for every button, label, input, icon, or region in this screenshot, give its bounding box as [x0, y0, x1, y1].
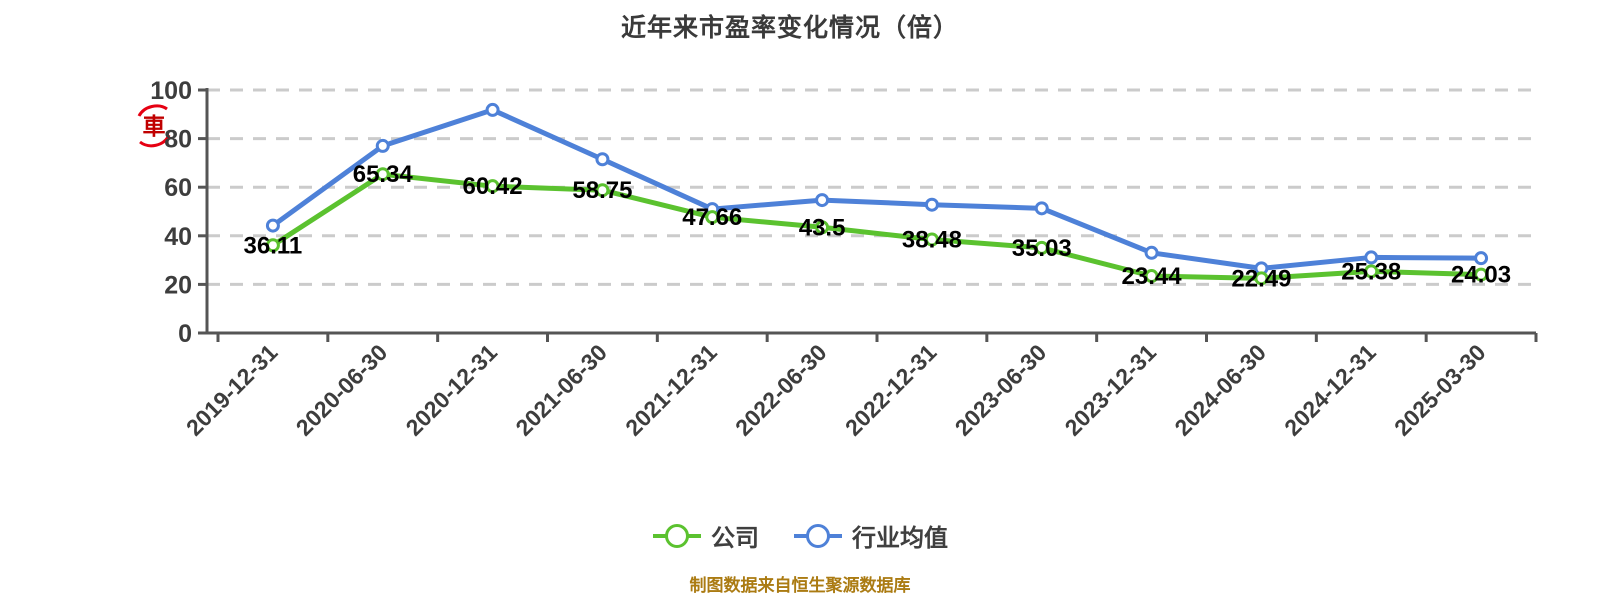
data-point-industry-average: [1364, 250, 1379, 265]
y-axis-label: 100: [150, 77, 192, 105]
data-point-label: 58.75: [572, 177, 632, 204]
data-point-industry-average: [1034, 201, 1049, 216]
data-point-label: 25.38: [1341, 258, 1401, 285]
legend-label-company: 公司: [711, 525, 759, 552]
series-line-industry-average: [270, 107, 1484, 271]
data-point-company: [265, 238, 280, 253]
data-point-company: [1034, 240, 1049, 255]
data-point-label: 38.48: [902, 226, 962, 253]
y-axis-label: 0: [178, 320, 192, 348]
x-axis-label: 2024-12-31: [1279, 339, 1381, 441]
legend-label-industry-average: 行业均值: [852, 525, 948, 552]
data-point-label: 36.11: [244, 232, 303, 259]
data-point-label: 35.03: [1012, 235, 1072, 262]
data-point-label: 60.42: [463, 173, 523, 200]
data-point-label: 23.44: [1122, 263, 1183, 290]
series-line-company: [270, 171, 1484, 281]
data-point-label: 47.66: [682, 204, 742, 231]
x-axis-label: 2021-12-31: [620, 339, 722, 441]
seal-top-arc: [137, 104, 168, 117]
data-point-industry-average: [375, 138, 390, 153]
data-point-label: 22.49: [1231, 265, 1291, 292]
legend-marker-industry-average-icon: [794, 523, 842, 548]
seal-bottom-arc: [139, 134, 171, 148]
data-point-industry-average: [1144, 245, 1159, 260]
data-point-company: [1254, 271, 1269, 286]
data-point-label: 24.03: [1451, 262, 1511, 289]
data-point-company: [815, 220, 830, 235]
data-point-industry-average: [485, 102, 500, 117]
x-axis-label: 2020-06-30: [291, 339, 393, 441]
chart-title: 近年来市盈率变化情况（倍）: [620, 14, 959, 42]
x-axis-label: 2022-12-31: [840, 339, 942, 441]
data-point-industry-average: [265, 218, 280, 233]
data-point-industry-average: [1474, 251, 1489, 266]
x-axis-label: 2023-12-31: [1060, 339, 1162, 441]
data-point-company: [1144, 269, 1159, 284]
red-seal-icon: 車: [136, 102, 172, 150]
x-axis-label: 2024-06-30: [1169, 339, 1271, 441]
x-axis-label: 2020-12-31: [401, 339, 503, 441]
data-point-industry-average: [815, 193, 830, 208]
y-axis-label: 40: [164, 223, 192, 251]
data-point-company: [375, 167, 390, 182]
y-axis-label: 20: [164, 271, 192, 299]
data-point-company: [705, 210, 720, 225]
legend-marker-company-icon: [653, 523, 701, 548]
x-axis-label: 2021-06-30: [510, 339, 612, 441]
y-axis-label: 80: [164, 126, 192, 154]
data-point-company: [1474, 267, 1489, 282]
data-point-industry-average: [924, 197, 939, 212]
data-point-company: [924, 232, 939, 247]
data-point-company: [595, 183, 610, 198]
x-axis-label: 2022-06-30: [730, 339, 832, 441]
red-seal-graphic: 車: [137, 104, 171, 148]
legend-item-company[interactable]: 公司: [652, 518, 759, 553]
data-point-label: 65.34: [353, 161, 414, 188]
y-axis-label: 60: [164, 174, 192, 202]
data-point-company: [485, 179, 500, 194]
data-point-industry-average: [595, 152, 610, 167]
x-axis-label: 2025-03-30: [1389, 339, 1491, 441]
chart-legend: 公司 行业均值: [0, 518, 1600, 553]
legend-item-industry-average[interactable]: 行业均值: [793, 518, 948, 553]
data-source-note: 制图数据来自恒生聚源数据库: [689, 576, 911, 595]
data-point-company: [1364, 264, 1379, 279]
data-point-label: 43.5: [799, 214, 846, 241]
x-axis-label: 2023-06-30: [950, 339, 1052, 441]
x-axis-label: 2019-12-31: [181, 339, 283, 441]
seal-glyph: 車: [143, 113, 166, 139]
